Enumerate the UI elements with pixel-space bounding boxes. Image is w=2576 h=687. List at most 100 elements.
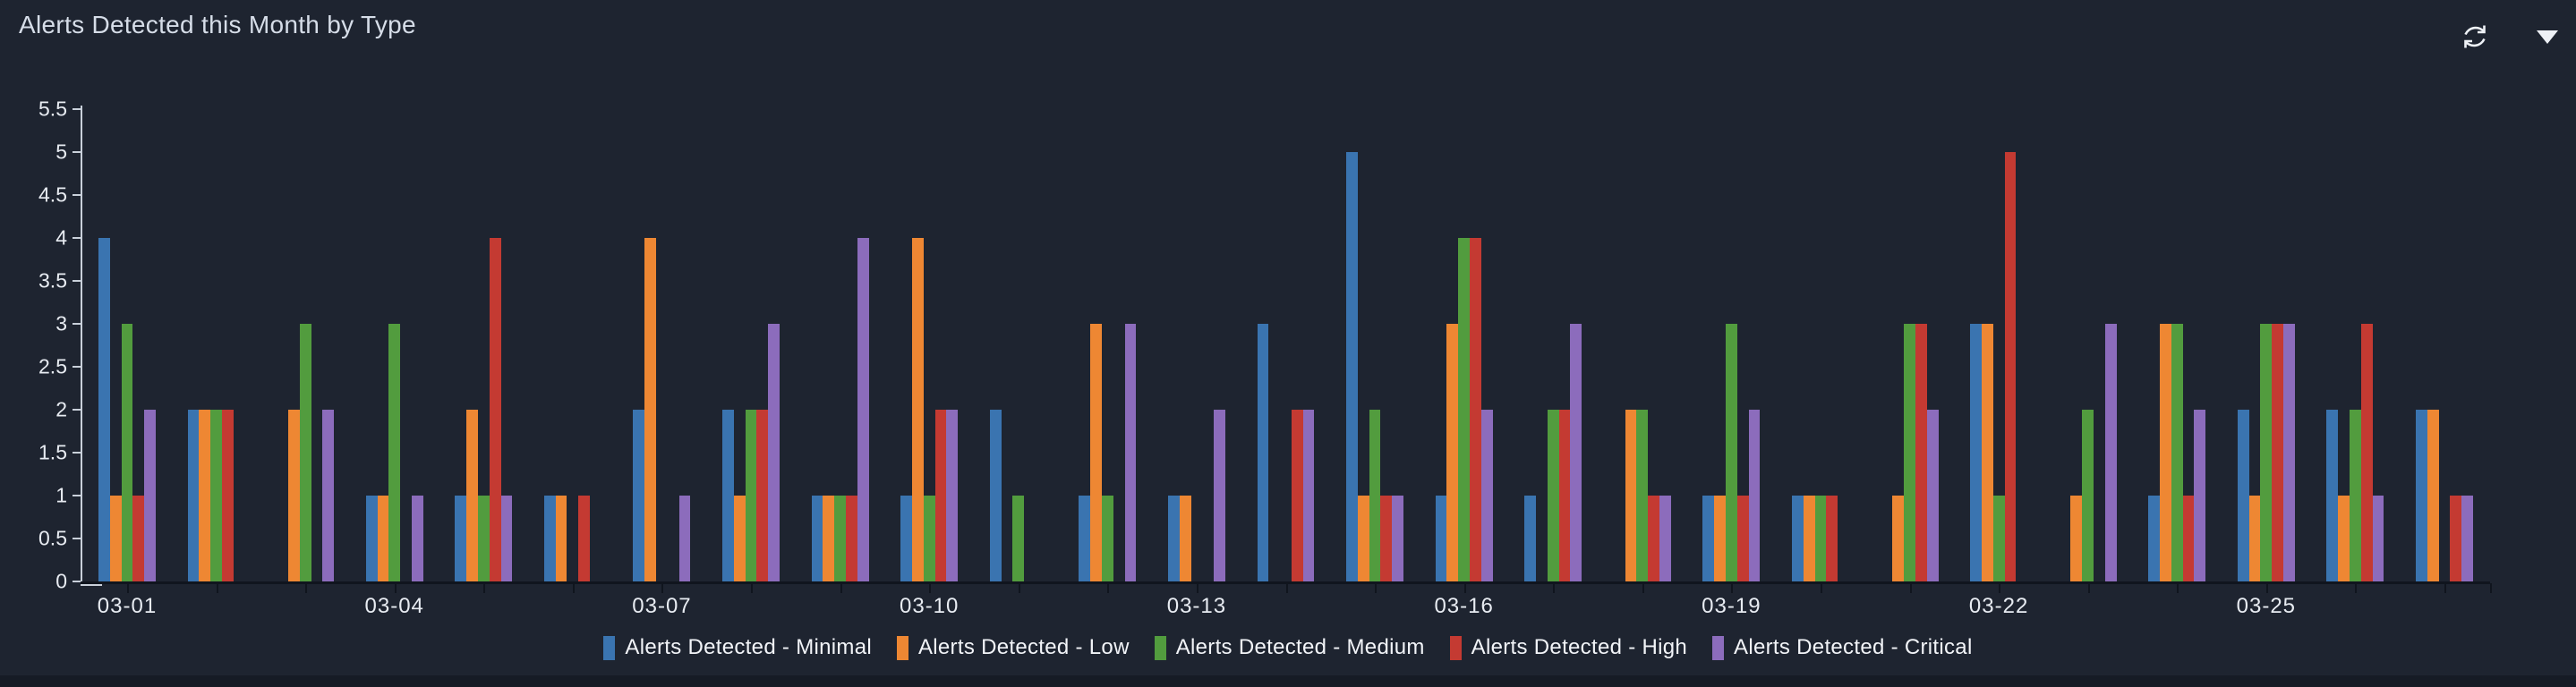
chart-bar-03-21[interactable] [1926,410,1939,581]
chart-bar-03-27[interactable] [2450,496,2462,581]
chart-bar-03-14[interactable] [1302,410,1315,581]
chart-bar-03-03[interactable] [322,410,335,581]
chart-bar-03-06[interactable] [555,496,567,581]
chart-bar-03-01[interactable] [109,496,122,581]
chart-bar-03-04[interactable] [411,496,423,581]
chart-bar-03-07[interactable] [644,238,657,581]
chart-bar-03-26[interactable] [2338,496,2350,581]
chart-bar-03-26[interactable] [2360,324,2373,581]
chart-bar-03-02[interactable] [199,410,211,581]
chart-bar-03-12[interactable] [1090,324,1102,581]
chart-bar-03-07[interactable] [678,496,691,581]
chart-bar-03-15[interactable] [1357,496,1369,581]
chart-bar-03-19[interactable] [1714,496,1726,581]
chart-bar-03-05[interactable] [455,496,467,581]
chart-bar-03-05[interactable] [466,410,478,581]
chart-bar-03-23[interactable] [2082,410,2094,581]
chart-bar-03-04[interactable] [365,496,378,581]
chart-bar-03-06[interactable] [578,496,591,581]
chart-bar-03-16[interactable] [1480,410,1493,581]
chart-bar-03-18[interactable] [1648,496,1659,581]
chart-bar-03-15[interactable] [1369,410,1381,581]
chart-bar-03-08[interactable] [768,324,780,581]
chart-bar-03-25[interactable] [2248,496,2261,581]
chart-bar-03-15[interactable] [1380,496,1393,581]
chart-bar-03-17[interactable] [1570,324,1582,581]
chart-bar-03-16[interactable] [1458,238,1471,581]
chart-bar-03-10[interactable] [911,238,924,581]
chart-bar-03-20[interactable] [1826,496,1838,581]
chart-bar-03-24[interactable] [2194,410,2206,581]
chart-bar-03-24[interactable] [2148,496,2161,581]
chart-bar-03-03[interactable] [287,410,300,581]
chart-bar-03-19[interactable] [1736,496,1749,581]
chart-bar-03-07[interactable] [633,410,645,581]
chart-bar-03-04[interactable] [377,496,389,581]
chart-bar-03-01[interactable] [121,324,133,581]
chart-bar-03-10[interactable] [900,496,912,581]
legend-item[interactable]: Alerts Detected - Low [896,635,1130,660]
chart-bar-03-27[interactable] [2427,410,2439,581]
chart-bar-03-01[interactable] [98,238,110,581]
chart-bar-03-22[interactable] [1981,324,1993,581]
chart-bar-03-09[interactable] [857,238,869,581]
chart-bar-03-02[interactable] [210,410,222,581]
chart-bar-03-05[interactable] [489,238,501,581]
chart-bar-03-08[interactable] [733,496,746,581]
chart-bar-03-02[interactable] [187,410,200,581]
chart-bar-03-25[interactable] [2237,410,2249,581]
chart-bar-03-18[interactable] [1625,410,1637,581]
chart-bar-03-17[interactable] [1558,410,1571,581]
legend-item[interactable]: Alerts Detected - High [1449,635,1687,660]
chart-bar-03-26[interactable] [2326,410,2339,581]
chart-bar-03-09[interactable] [811,496,823,581]
chart-bar-03-24[interactable] [2171,324,2183,581]
chart-bar-03-27[interactable] [2461,496,2473,581]
dropdown-button[interactable] [2533,27,2562,47]
chart-bar-03-19[interactable] [1702,496,1715,581]
chart-bar-03-22[interactable] [2004,152,2017,581]
chart-bar-03-26[interactable] [2372,496,2384,581]
chart-bar-03-15[interactable] [1346,152,1358,581]
refresh-button[interactable] [2454,16,2495,57]
chart-bar-03-03[interactable] [299,324,311,581]
chart-bar-03-18[interactable] [1659,496,1671,581]
chart-bar-03-20[interactable] [1814,496,1827,581]
chart-bar-03-04[interactable] [388,324,401,581]
chart-bar-03-20[interactable] [1803,496,1815,581]
chart-bar-03-24[interactable] [2160,324,2171,581]
chart-bar-03-11[interactable] [989,410,1002,581]
chart-bar-03-01[interactable] [132,496,145,581]
chart-bar-03-27[interactable] [2416,410,2427,581]
chart-bar-03-10[interactable] [934,410,947,581]
chart-bar-03-12[interactable] [1079,496,1091,581]
chart-bar-03-06[interactable] [543,496,556,581]
chart-bar-03-11[interactable] [1012,496,1025,581]
chart-bar-03-21[interactable] [1915,324,1927,581]
legend-item[interactable]: Alerts Detected - Minimal [603,635,872,660]
chart-bar-03-19[interactable] [1725,324,1737,581]
chart-bar-03-23[interactable] [2070,496,2083,581]
chart-bar-03-16[interactable] [1446,324,1459,581]
chart-bar-03-21[interactable] [1904,324,1915,581]
chart-bar-03-09[interactable] [834,496,846,581]
chart-bar-03-23[interactable] [2104,324,2117,581]
chart-bar-03-24[interactable] [2182,496,2195,581]
chart-bar-03-19[interactable] [1748,410,1761,581]
chart-bar-03-22[interactable] [1992,496,2005,581]
chart-bar-03-08[interactable] [756,410,769,581]
chart-bar-03-05[interactable] [500,496,513,581]
chart-bar-03-10[interactable] [946,410,959,581]
chart-bar-03-01[interactable] [144,410,156,581]
chart-bar-03-14[interactable] [1257,324,1269,581]
chart-bar-03-12[interactable] [1124,324,1137,581]
chart-bar-03-09[interactable] [846,496,857,581]
chart-bar-03-17[interactable] [1547,410,1559,581]
chart-bar-03-26[interactable] [2350,410,2361,581]
chart-bar-03-08[interactable] [722,410,734,581]
chart-bar-03-02[interactable] [221,410,234,581]
chart-bar-03-20[interactable] [1791,496,1804,581]
chart-bar-03-21[interactable] [1892,496,1905,581]
chart-bar-03-17[interactable] [1524,496,1537,581]
chart-bar-03-13[interactable] [1179,496,1191,581]
